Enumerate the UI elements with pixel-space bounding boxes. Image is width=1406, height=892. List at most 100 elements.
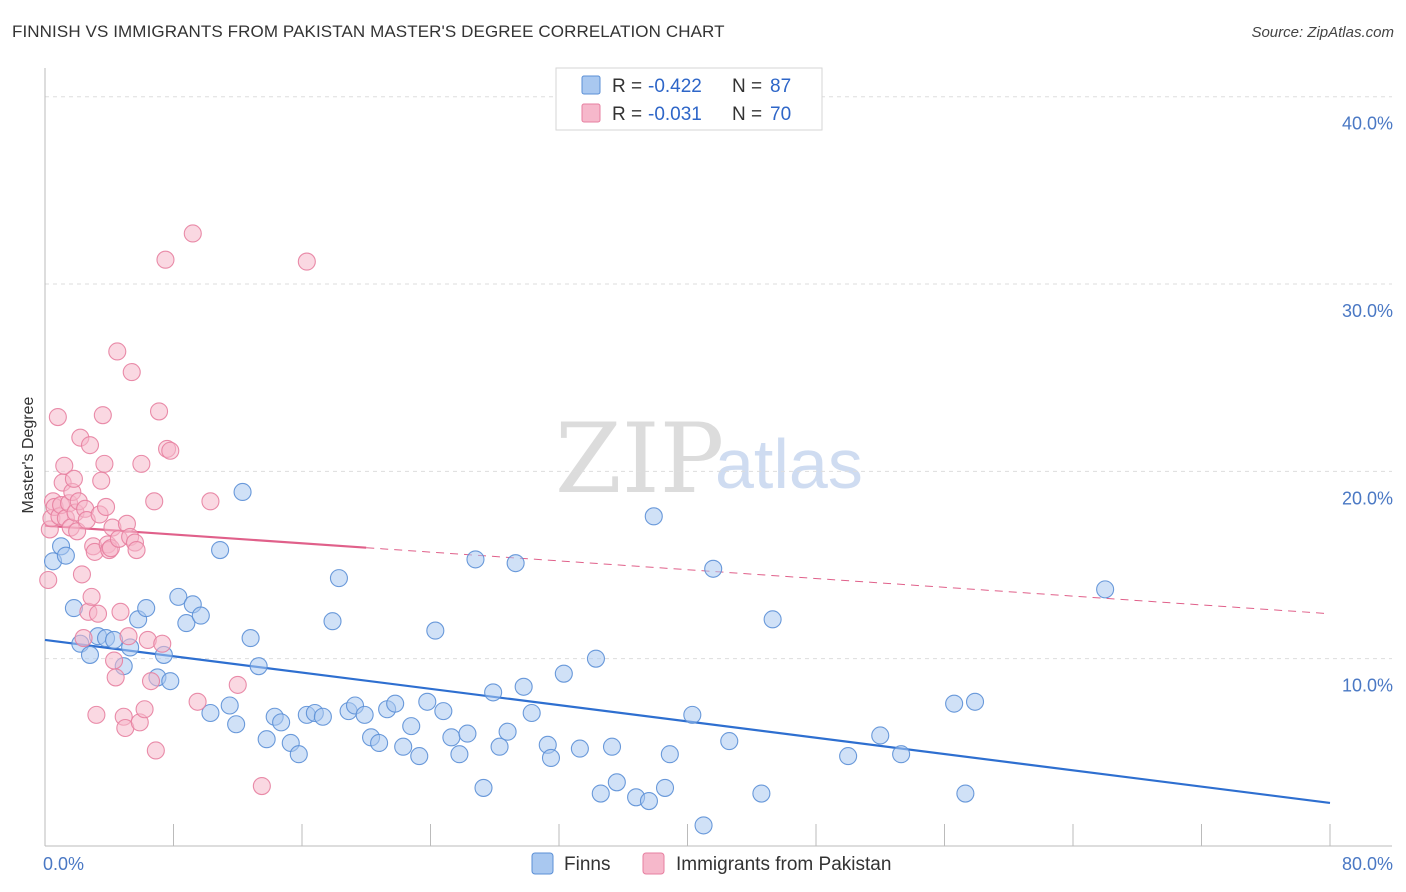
pakistan-point bbox=[228, 675, 247, 694]
pakistan-point bbox=[161, 441, 180, 460]
legend-n-value-finns: 87 bbox=[770, 76, 791, 97]
finns-point bbox=[233, 482, 252, 502]
finns-point bbox=[484, 683, 503, 702]
pakistan-point bbox=[93, 406, 112, 425]
pakistan-point bbox=[127, 540, 146, 560]
finns-point bbox=[370, 733, 389, 753]
finns-point bbox=[892, 745, 911, 764]
pakistan-point bbox=[252, 777, 271, 796]
finns-point bbox=[201, 703, 220, 723]
pakistan-point bbox=[132, 454, 151, 473]
finns-point bbox=[490, 737, 509, 756]
correlation-legend: R = -0.422 N = 87 R = -0.031 N = 70 bbox=[555, 67, 823, 131]
legend-swatch-finns bbox=[581, 75, 601, 95]
series-legend: Finns Immigrants from Pakistan bbox=[531, 852, 891, 875]
finns-point bbox=[434, 702, 453, 721]
pakistan-point bbox=[105, 651, 124, 670]
bottom-legend-label-finns: Finns bbox=[564, 854, 610, 875]
pakistan-point bbox=[92, 471, 111, 490]
legend-r-value-finns: -0.422 bbox=[648, 76, 702, 97]
finns-point bbox=[220, 696, 239, 715]
finns-point bbox=[410, 747, 429, 766]
pakistan-point bbox=[88, 604, 108, 623]
pakistan-point bbox=[141, 672, 161, 691]
pakistan-point bbox=[153, 634, 172, 653]
finns-point bbox=[956, 784, 975, 803]
y-tick-label: 20.0% bbox=[1342, 488, 1393, 508]
finns-point bbox=[644, 507, 663, 526]
finns-point bbox=[660, 745, 679, 764]
finns-point bbox=[683, 705, 702, 724]
finns-point bbox=[355, 705, 374, 724]
finns-point bbox=[514, 677, 533, 696]
finns-point bbox=[541, 748, 561, 768]
legend-r-value-pakistan: -0.031 bbox=[648, 104, 702, 125]
finns-point bbox=[965, 692, 985, 711]
finns-point bbox=[137, 599, 156, 618]
x-tick-label: 0.0% bbox=[43, 854, 84, 874]
legend-swatch-pakistan bbox=[581, 103, 601, 123]
pakistan-point bbox=[149, 402, 169, 421]
pakistan-point bbox=[96, 497, 116, 517]
pakistan-point bbox=[297, 252, 316, 271]
finns-point bbox=[177, 614, 196, 633]
finns-point bbox=[426, 621, 445, 640]
legend-n-label-finns: N = bbox=[732, 76, 762, 97]
pakistan-point bbox=[48, 407, 67, 427]
pakistan-point bbox=[72, 565, 91, 584]
x-tick-label: 80.0% bbox=[1342, 854, 1393, 874]
finns-point bbox=[474, 778, 493, 797]
finns-point bbox=[161, 672, 180, 691]
finns-point bbox=[591, 784, 610, 803]
finns-point bbox=[402, 717, 421, 736]
finns-point bbox=[586, 649, 605, 668]
finns-point bbox=[607, 773, 626, 792]
bottom-legend-swatch-finns bbox=[531, 852, 554, 875]
finns-point bbox=[522, 703, 541, 723]
finns-point bbox=[289, 745, 308, 764]
finns-point bbox=[704, 559, 723, 578]
pakistan-point bbox=[201, 492, 220, 511]
gridlines: 10.0% 20.0% 30.0% 40.0% bbox=[45, 96, 1393, 696]
pakistan-point bbox=[183, 224, 202, 243]
finns-point bbox=[329, 569, 348, 588]
pakistan-point bbox=[188, 692, 207, 711]
pakistan-point bbox=[87, 705, 106, 724]
finns-point bbox=[466, 550, 485, 569]
finns-point bbox=[871, 726, 890, 745]
pakistan-point bbox=[108, 342, 127, 361]
finns-point bbox=[257, 730, 276, 749]
finns-point bbox=[272, 713, 291, 732]
finns-point bbox=[80, 645, 100, 664]
watermark-atlas: atlas bbox=[715, 425, 863, 503]
bottom-legend-swatch-pakistan bbox=[642, 852, 665, 875]
legend-n-value-pakistan: 70 bbox=[770, 104, 791, 125]
finns-point bbox=[211, 540, 230, 560]
pakistan-point bbox=[64, 469, 83, 488]
watermark-zip: ZIP bbox=[555, 403, 724, 515]
finns-point bbox=[720, 732, 739, 751]
finns-point bbox=[227, 715, 246, 734]
pakistan-point bbox=[55, 456, 74, 475]
finns-point bbox=[394, 737, 413, 756]
finns-point bbox=[839, 747, 858, 766]
legend-n-label-pakistan: N = bbox=[732, 104, 762, 125]
finns-point bbox=[313, 707, 332, 726]
pakistan-point bbox=[80, 436, 100, 455]
pakistan-point bbox=[74, 629, 93, 648]
finns-point bbox=[570, 739, 589, 758]
pakistan-point bbox=[145, 492, 164, 511]
source-attribution: Source: ZipAtlas.com bbox=[1251, 24, 1394, 41]
finns-point bbox=[602, 737, 622, 756]
pakistan-trend-line bbox=[44, 524, 367, 549]
finns-point bbox=[386, 694, 405, 713]
finns-point bbox=[498, 722, 517, 741]
finns-point bbox=[323, 612, 342, 631]
finns-point bbox=[169, 587, 188, 606]
finns-point bbox=[639, 791, 659, 811]
pakistan-point bbox=[122, 363, 141, 382]
finns-point bbox=[752, 784, 771, 803]
chart-title: FINNISH VS IMMIGRANTS FROM PAKISTAN MAST… bbox=[12, 22, 725, 41]
finns-point bbox=[191, 606, 210, 625]
